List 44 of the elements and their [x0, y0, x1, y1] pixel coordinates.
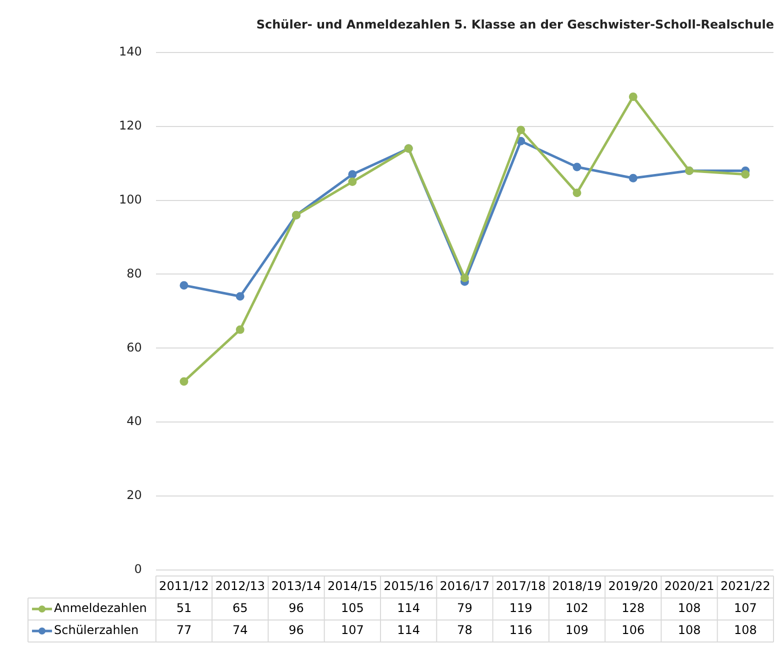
x-tick-label: 2013/14	[271, 579, 322, 594]
data-label: 105	[340, 601, 364, 616]
data-label: 109	[566, 623, 588, 638]
x-tick-label: 2016/17	[440, 579, 490, 594]
data-label: 79	[457, 601, 472, 616]
y-tick-label: 140	[119, 44, 142, 59]
y-tick-label: 80	[126, 266, 142, 280]
data-label: 119	[509, 601, 532, 616]
data-label: 106	[622, 623, 645, 638]
data-label: 51	[176, 601, 192, 616]
y-tick-label: 20	[126, 488, 142, 502]
x-tick-label: 2017/18	[496, 579, 546, 594]
y-tick-label: 100	[119, 192, 142, 206]
data-label: 116	[509, 623, 532, 638]
x-tick-label: 2021/22	[720, 579, 770, 594]
data-label: 114	[397, 623, 420, 638]
data-label: 108	[734, 623, 757, 638]
x-tick-label: 2020/21	[664, 579, 714, 594]
data-label: 107	[340, 623, 364, 638]
y-tick-label: 0	[134, 562, 142, 576]
data-label: 107	[734, 601, 757, 616]
x-tick-label: 2011/12	[159, 579, 209, 594]
legend-label: Anmeldezahlen	[54, 601, 147, 616]
data-label: 102	[566, 601, 588, 616]
chart-title: Schüler- und Anmeldezahlen 5. Klasse an der Geschwister-Scholl-Realschule	[256, 17, 774, 32]
data-label: 128	[622, 601, 645, 616]
data-label: 77	[176, 623, 192, 638]
x-tick-label: 2012/13	[215, 579, 266, 594]
data-label: 108	[678, 601, 701, 616]
data-label: 78	[457, 623, 472, 638]
data-label: 96	[288, 601, 304, 616]
x-tick-label: 2018/19	[552, 579, 602, 594]
data-label: 114	[397, 601, 420, 616]
data-label: 96	[288, 623, 304, 638]
x-tick-label: 2015/16	[384, 579, 434, 594]
data-label: 74	[232, 623, 248, 638]
x-tick-label: 2019/20	[608, 579, 658, 594]
y-tick-label: 120	[119, 118, 142, 132]
data-label: 108	[678, 623, 701, 638]
x-tick-label: 2014/15	[327, 579, 378, 594]
y-tick-label: 40	[126, 414, 142, 428]
data-label: 65	[232, 601, 248, 616]
legend-label: Schülerzahlen	[54, 623, 139, 638]
y-tick-label: 60	[126, 340, 142, 354]
